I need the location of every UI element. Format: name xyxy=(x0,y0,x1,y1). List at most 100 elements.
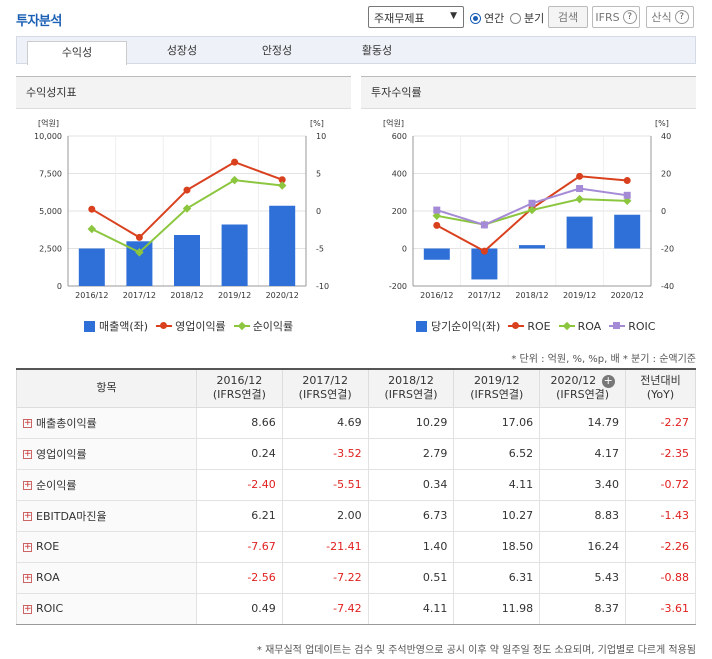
tab-activity[interactable]: 활동성 xyxy=(361,44,393,57)
search-button[interactable]: 검색 xyxy=(548,6,588,28)
value-cell: 3.40 xyxy=(539,468,626,501)
table-body: + 매출총이익률 8.66 4.69 10.29 17.06 14.79 -2.27 + 영업이익… xyxy=(16,406,696,625)
value-cell: 16.24 xyxy=(539,530,626,563)
y2-tick-label: 5 xyxy=(316,170,321,179)
expand-plus-icon[interactable]: + xyxy=(23,603,32,614)
y-tick-label: 200 xyxy=(392,207,407,216)
expand-columns-icon[interactable]: + xyxy=(601,374,615,389)
y-tick-label: 0 xyxy=(57,282,62,291)
data-point xyxy=(433,206,441,214)
data-point xyxy=(182,204,192,213)
expand-plus-icon[interactable]: + xyxy=(23,511,32,521)
col-header-item: 항목 xyxy=(16,369,197,408)
expand-plus-icon[interactable]: + xyxy=(23,449,32,459)
legend-label: ROA xyxy=(577,319,602,333)
row-label-cell[interactable]: + EBITDA마진율 xyxy=(16,499,197,532)
legend-item: ROE xyxy=(508,320,551,333)
bar xyxy=(78,248,105,286)
row-label: ROE xyxy=(36,540,60,553)
value-cell: 8.83 xyxy=(539,499,626,532)
row-label-cell[interactable]: + 순이익률 xyxy=(16,468,197,501)
bar xyxy=(221,224,248,286)
table-row: + ROIC 0.49 -7.42 4.11 11.98 8.37 -3.61 xyxy=(16,592,696,625)
panel-title: 수익성지표 xyxy=(16,77,351,109)
tab-stability[interactable]: 안정성 xyxy=(261,44,293,57)
period-label: 2020/12 xyxy=(550,374,597,388)
row-label-cell[interactable]: + ROE xyxy=(16,530,197,563)
data-point xyxy=(135,248,144,257)
yoy-cell: -2.26 xyxy=(625,530,696,563)
table-row: + 영업이익률 0.24 -3.52 2.79 6.52 4.17 -2.35 xyxy=(16,437,696,470)
x-tick-label: 2020/12 xyxy=(266,291,299,300)
left-axis-unit: [억원] xyxy=(38,118,59,128)
value-cell: 6.31 xyxy=(453,561,541,594)
profitability-chart-legend: 매출액(좌) 영업이익률 순이익률 xyxy=(84,318,301,334)
x-tick-label: 2019/12 xyxy=(218,291,251,300)
radio-quarter[interactable]: 분기 xyxy=(510,10,544,26)
row-label-cell[interactable]: + 매출총이익률 xyxy=(16,406,197,439)
expand-plus-icon[interactable]: + xyxy=(23,480,32,490)
x-tick-label: 2017/12 xyxy=(468,291,501,300)
y-tick-label: 400 xyxy=(392,170,407,179)
tab-growth[interactable]: 성장성 xyxy=(166,44,198,57)
y-tick-label: 7,500 xyxy=(39,170,62,179)
yoy-cell: -2.27 xyxy=(625,406,696,439)
data-point xyxy=(231,158,239,166)
value-cell: 10.29 xyxy=(367,406,455,439)
section-title: 투자분석 xyxy=(16,14,62,29)
tab-profitability[interactable]: 수익성 xyxy=(27,41,127,65)
bar xyxy=(614,214,641,249)
value-cell: 4.69 xyxy=(281,406,369,439)
row-label-cell[interactable]: + ROA xyxy=(16,561,197,594)
data-point xyxy=(230,175,239,185)
basis-label: (IFRS연결) xyxy=(556,388,610,402)
line-circle-swatch-icon xyxy=(156,321,173,331)
radio-annual[interactable]: 연간 xyxy=(470,10,504,26)
value-cell: -7.22 xyxy=(281,561,369,594)
value-cell: 17.06 xyxy=(453,406,541,439)
basis-label: (IFRS연결) xyxy=(212,388,266,402)
y2-tick-label: 0 xyxy=(316,207,321,216)
data-point xyxy=(87,224,97,234)
bar xyxy=(519,245,545,249)
y-tick-label: 10,000 xyxy=(34,132,62,141)
row-label-cell[interactable]: + 영업이익률 xyxy=(16,437,197,470)
value-cell: 4.11 xyxy=(453,468,541,501)
row-label-cell[interactable]: + ROIC xyxy=(16,592,197,625)
header-bar: 투자분석 주재무제표 ▼ 연간 분기 검색 IFRS ? 산식 ? xyxy=(0,0,712,36)
expand-plus-icon[interactable]: + xyxy=(23,418,32,428)
value-cell: -2.56 xyxy=(196,561,283,594)
profitability-chart: [억원] [%] 10,000 10 7,500 5 5,000 0 2,500 -5 0 -10 20… xyxy=(34,118,329,300)
line-square-swatch-icon xyxy=(609,321,626,331)
tab-bar: 수익성 성장성 안정성 활동성 xyxy=(16,36,696,65)
col-header-period: 2020/12 + (IFRS연결) xyxy=(539,369,626,408)
formula-help-button[interactable]: 산식 ? xyxy=(646,6,694,28)
data-point xyxy=(432,211,442,221)
footnote: * 재무실적 업데이트는 검수 및 주석반영으로 공시 이후 약 일주일 정도 … xyxy=(256,645,696,656)
expand-plus-icon[interactable]: + xyxy=(23,541,32,552)
row-label: EBITDA마진율 xyxy=(36,509,107,523)
data-point xyxy=(88,205,96,213)
table-row: + ROA -2.56 -7.22 0.51 6.31 5.43 -0.88 xyxy=(16,561,696,594)
radio-quarter-label: 분기 xyxy=(524,12,545,25)
legend-item: 매출액(좌) xyxy=(84,318,148,334)
investment-return-chart: [억원] [%] 600 40 400 20 200 0 0 -20 -200 -40 2016/12 2… xyxy=(383,118,674,300)
y-tick-label: -200 xyxy=(389,282,407,291)
data-point xyxy=(480,221,488,229)
legend-item: ROIC xyxy=(609,320,655,333)
y2-tick-label: 20 xyxy=(661,170,671,179)
yoy-cell: -0.72 xyxy=(625,468,696,501)
y-tick-label: 2,500 xyxy=(39,245,62,254)
expand-plus-icon[interactable]: + xyxy=(23,572,32,583)
radio-annual-label: 연간 xyxy=(484,12,505,25)
legend-item: 당기순이익(좌) xyxy=(416,318,500,334)
basis-label: (IFRS연결) xyxy=(384,388,438,402)
yoy-label: 전년대비 xyxy=(640,374,681,388)
x-tick-label: 2019/12 xyxy=(563,291,596,300)
x-tick-label: 2018/12 xyxy=(170,291,203,300)
value-cell: 6.52 xyxy=(453,437,541,470)
statement-type-select[interactable]: 주재무제표 ▼ xyxy=(368,6,464,28)
basis-label: (IFRS연결) xyxy=(298,388,352,402)
value-cell: -7.42 xyxy=(281,592,369,625)
ifrs-help-button[interactable]: IFRS ? xyxy=(592,6,640,28)
